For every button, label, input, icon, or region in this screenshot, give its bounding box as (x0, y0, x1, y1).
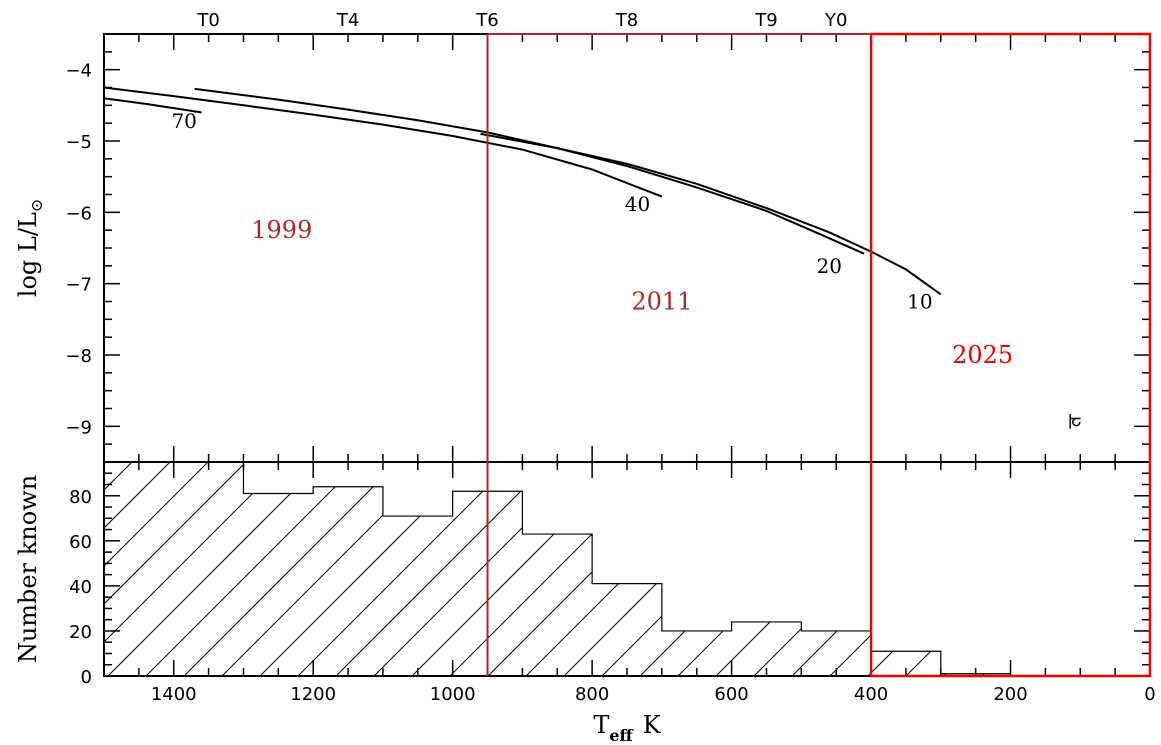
luminosity-y-tick-label: −7 (65, 275, 92, 296)
histogram-y-tick-label: 80 (69, 487, 92, 508)
hatch-line (715, 462, 937, 676)
hatch-line (104, 462, 215, 676)
cooling-curve-10 (480, 132, 942, 296)
histogram-y-tick-label: 20 (69, 622, 92, 643)
discovery-boundaries (486, 32, 1152, 678)
hatch-line (335, 462, 557, 676)
hatch-line (829, 462, 1011, 676)
hatch-line (487, 462, 709, 676)
hatch-line (145, 462, 367, 676)
cooling-curve-70 (103, 97, 202, 114)
hatch-line (1134, 456, 1161, 676)
luminosity-axis-title-sub: ⊙ (27, 199, 46, 212)
hatch-line (981, 462, 1011, 676)
luminosity-y-tick-label: −9 (65, 417, 92, 438)
spectral-type-t8: T8 (615, 10, 638, 31)
histogram-x-tick-labels: 1400 1200 1000 800 600 400 200 0 (151, 684, 1156, 705)
histogram-y-tick-label: 0 (81, 667, 92, 688)
hatch-line (104, 462, 253, 676)
histogram-hatching (104, 456, 1161, 676)
mass-label-70: 70 (171, 109, 196, 133)
hatch-line (563, 462, 785, 676)
spectral-type-y0: Y0 (824, 10, 847, 31)
histogram-x-tick-label: 1000 (430, 684, 476, 705)
hatch-line (1058, 456, 1161, 676)
hatch-line (791, 462, 1011, 676)
spectral-type-t0: T0 (196, 10, 219, 31)
hatch-line (1096, 456, 1161, 676)
number-axis-title: Number known (14, 475, 42, 663)
hatch-line (905, 462, 1011, 676)
luminosity-axis-title-text: log L/L (14, 212, 42, 297)
hatch-line (867, 462, 1011, 676)
hatch-line (373, 462, 595, 676)
hatch-line (525, 462, 747, 676)
discovery-year-labels: 1999 2011 2025 (251, 216, 1013, 369)
luminosity-y-tick-label: −4 (65, 61, 92, 82)
luminosity-y-tick-labels: −4 −5 −6 −7 −8 −9 (65, 61, 92, 439)
jupiter-symbol: ♃ (1066, 409, 1084, 433)
histogram-x-tick-label: 600 (714, 684, 748, 705)
luminosity-y-tick-label: −8 (65, 346, 92, 367)
hatch-line (411, 462, 633, 676)
luminosity-axis-title: log L/L⊙ (14, 199, 46, 297)
year-label-2011: 2011 (631, 288, 692, 316)
hatch-line (677, 462, 899, 676)
histogram-panel: 0 20 40 60 80 1400 1200 1000 800 600 400 200 0 Numb… (14, 456, 1161, 745)
cooling-curves (103, 86, 942, 296)
spectral-type-t4: T4 (336, 10, 359, 31)
cooling-curve-40 (103, 86, 663, 198)
hatch-line (601, 462, 823, 676)
histogram-x-tick-label: 800 (575, 684, 609, 705)
histogram-x-tick-label: 400 (854, 684, 888, 705)
teff-axis-title-sub: eff (609, 726, 633, 745)
spectral-type-t6: T6 (475, 10, 498, 31)
luminosity-ticks (103, 33, 1151, 463)
hatch-line (639, 462, 861, 676)
histogram-x-tick-label: 200 (993, 684, 1027, 705)
spectral-type-labels: T0 T4 T6 T8 T9 Y0 (196, 10, 847, 31)
teff-axis-title: Teff K (593, 711, 661, 745)
luminosity-y-tick-label: −6 (65, 203, 92, 224)
teff-axis-title-unit: K (643, 711, 662, 739)
hatch-line (753, 462, 975, 676)
boundary-box-400 (869, 32, 1152, 678)
hatch-line (259, 462, 481, 676)
histogram-y-tick-label: 60 (69, 532, 92, 553)
luminosity-y-tick-label: −5 (65, 132, 92, 153)
histogram-x-tick-label: 0 (1144, 684, 1155, 705)
hatch-line (104, 462, 177, 676)
luminosity-panel: −4 −5 −6 −7 −8 −9 T0 T4 T6 T8 T9 Y0 70 40 20 10 1999 2… (14, 10, 1151, 463)
mass-label-10: 10 (907, 290, 932, 314)
teff-axis-title-t: T (593, 711, 609, 739)
mass-labels: 70 40 20 10 (171, 109, 932, 313)
histogram-x-tick-label: 1400 (151, 684, 197, 705)
hatch-line (943, 462, 1011, 676)
histogram-y-tick-labels: 0 20 40 60 80 (69, 487, 92, 688)
mass-label-20: 20 (817, 254, 842, 278)
hatch-line (107, 462, 329, 676)
histogram-x-tick-label: 1200 (290, 684, 336, 705)
hatch-line (1020, 456, 1161, 676)
spectral-type-t9: T9 (754, 10, 777, 31)
hatch-line (183, 462, 405, 676)
hatch-line (449, 462, 671, 676)
year-label-1999: 1999 (251, 216, 312, 244)
histogram-y-tick-label: 40 (69, 577, 92, 598)
hatch-line (297, 462, 519, 676)
mass-label-40: 40 (625, 192, 650, 216)
year-label-2025: 2025 (952, 341, 1013, 369)
hatch-line (221, 462, 443, 676)
